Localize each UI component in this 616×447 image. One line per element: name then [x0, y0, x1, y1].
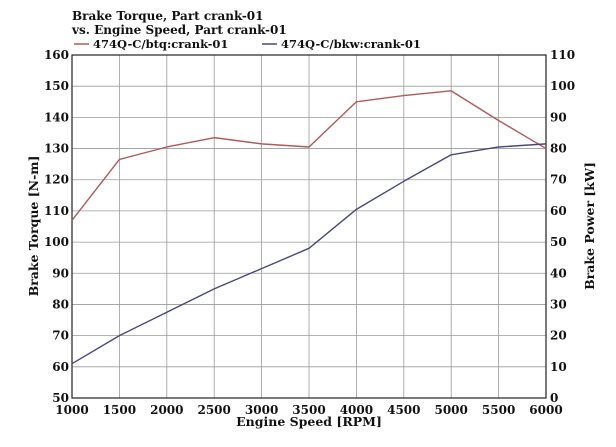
y-left-tick-label: 160: [44, 48, 69, 62]
y-left-tick-label: 130: [44, 142, 69, 156]
x-tick-label: 6000: [529, 403, 562, 417]
x-tick-label: 5000: [434, 403, 467, 417]
x-tick-label: 1000: [55, 403, 88, 417]
x-tick-labels: 1000 1500 2000 2500 3000 3500 4000 4500 5000 5500…: [55, 403, 562, 417]
legend-entry-btq: 474Q-C/btq:crank-01: [93, 37, 228, 51]
legend: 474Q-C/btq:crank-01 474Q-C/bkw:crank-01: [74, 37, 421, 51]
y-left-tick-label: 50: [52, 391, 69, 405]
y-left-tick-label: 70: [52, 329, 69, 343]
y-right-tick-label: 40: [550, 266, 567, 280]
x-tick-label: 2000: [150, 403, 183, 417]
y-right-tick-label: 10: [550, 360, 567, 374]
x-tick-label: 3500: [292, 403, 325, 417]
series-layer: [71, 90, 547, 365]
y-right-tick-label: 80: [550, 142, 567, 156]
y-left-tick-label: 80: [52, 297, 69, 311]
x-tick-label: 5500: [482, 403, 515, 417]
y-right-tick-label: 0: [550, 391, 558, 405]
y-right-tick-label: 50: [550, 235, 567, 249]
legend-entry-bkw: 474Q-C/bkw:crank-01: [281, 37, 421, 51]
y-right-tick-label: 20: [550, 329, 567, 343]
x-axis-label: Engine Speed [RPM]: [236, 414, 382, 429]
y-right-tick-label: 90: [550, 110, 567, 124]
y-right-tick-label: 70: [550, 173, 567, 187]
x-tick-label: 4500: [387, 403, 420, 417]
y-left-tick-label: 60: [52, 360, 69, 374]
x-tick-label: 3000: [245, 403, 278, 417]
y-right-tick-label: 100: [550, 79, 575, 93]
y-right-tick-label: 110: [550, 48, 575, 62]
y-left-tick-label: 150: [44, 79, 69, 93]
y-right-tick-label: 60: [550, 204, 567, 218]
x-tick-label: 1500: [103, 403, 136, 417]
y-right-tick-label: 30: [550, 297, 567, 311]
chart-title-line-2: vs. Engine Speed, Part crank-01: [71, 23, 287, 37]
plot-frame: [71, 54, 547, 399]
y-right-axis-label: Brake Power [kW]: [582, 162, 597, 290]
series-line-brake-power: [71, 143, 547, 365]
grid: [72, 55, 546, 398]
x-tick-label: 4000: [340, 403, 373, 417]
y-left-tick-label: 100: [44, 235, 69, 249]
y-left-tick-label: 140: [44, 110, 69, 124]
y-right-tick-labels: 0 10 20 30 40 50 60 70 80 90 100 110: [550, 48, 575, 405]
series-line-brake-torque: [71, 90, 547, 221]
y-left-axis-label: Brake Torque [N-m]: [26, 156, 41, 297]
y-left-tick-label: 90: [52, 266, 69, 280]
chart-title-line-1: Brake Torque, Part crank-01: [72, 9, 264, 23]
y-left-tick-label: 110: [44, 204, 69, 218]
y-left-tick-labels: 50 60 70 80 90 100 110 120 130 140 150 160: [44, 48, 69, 405]
y-left-tick-label: 120: [44, 173, 69, 187]
x-tick-label: 2500: [197, 403, 230, 417]
